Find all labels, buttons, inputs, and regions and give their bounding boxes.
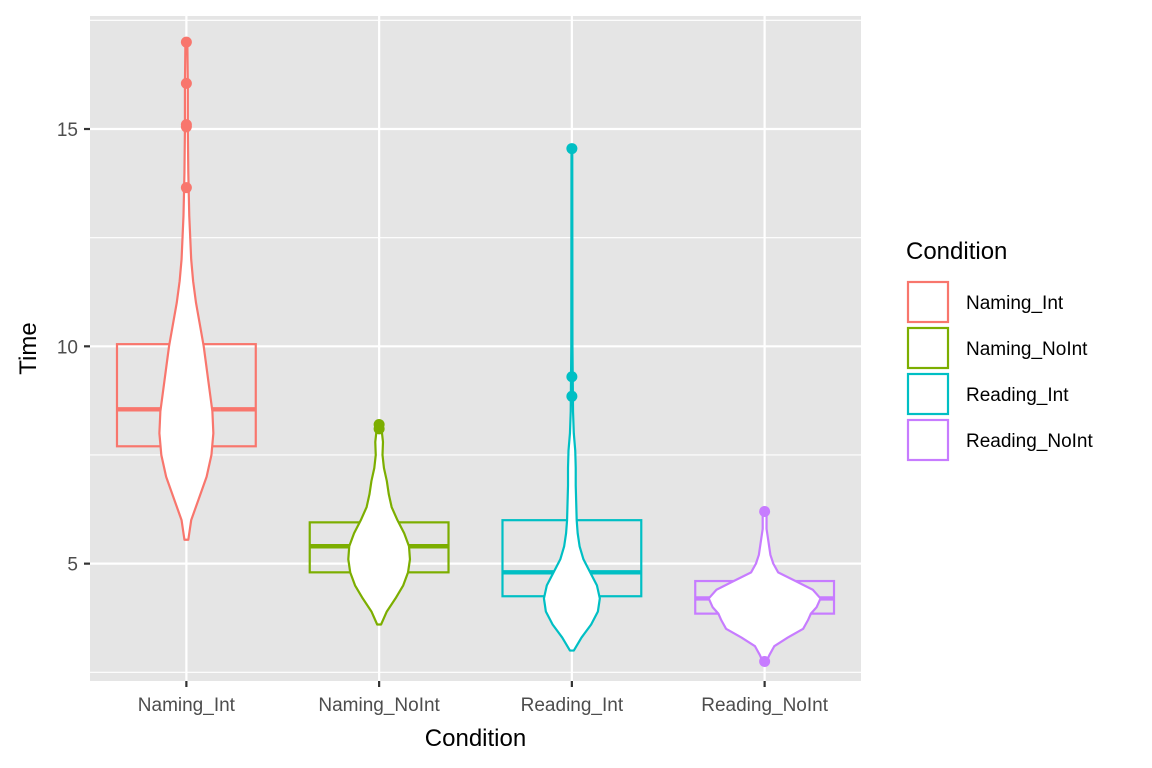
legend: Condition Naming_Int Naming_NoInt Reading_… xyxy=(905,238,1093,463)
legend-key-Reading_Int xyxy=(906,372,950,416)
legend-label: Reading_Int xyxy=(966,385,1069,406)
outlier-point-Reading_NoInt xyxy=(759,505,771,517)
legend-label: Reading_NoInt xyxy=(966,431,1093,452)
outlier-point-Reading_NoInt xyxy=(759,655,771,667)
outlier-point-Reading_Int xyxy=(566,390,578,402)
x-tick-label: Reading_Int xyxy=(521,695,624,716)
legend-key-Reading_NoInt xyxy=(906,418,950,462)
legend-key-bg xyxy=(905,279,951,325)
legend-key-bg xyxy=(905,417,951,463)
y-axis-title: Time xyxy=(15,322,42,374)
x-axis-title: Condition xyxy=(425,725,526,752)
legend-label: Naming_NoInt xyxy=(966,339,1088,360)
outlier-point-Naming_Int xyxy=(180,121,192,133)
y-tick-label: 15 xyxy=(57,120,78,141)
y-tick-label: 5 xyxy=(67,555,78,576)
x-axis: Naming_Int Naming_NoInt Reading_Int Reading… xyxy=(138,681,829,716)
outlier-point-Naming_NoInt xyxy=(373,423,385,435)
outlier-point-Reading_Int xyxy=(566,371,578,383)
outlier-layer xyxy=(180,36,771,667)
plot-panel xyxy=(90,16,861,681)
legend-key-Naming_Int xyxy=(906,280,950,324)
y-tick-label: 10 xyxy=(57,337,78,358)
grid-minor xyxy=(90,19,861,673)
x-tick-label: Naming_Int xyxy=(138,695,236,716)
outlier-point-Naming_Int xyxy=(180,77,192,89)
legend-key-Naming_NoInt xyxy=(906,326,950,370)
legend-title: Condition xyxy=(906,238,1007,265)
legend-label: Naming_Int xyxy=(966,293,1064,314)
x-tick-label: Naming_NoInt xyxy=(318,695,440,716)
y-axis: 5 10 15 xyxy=(57,120,90,576)
outlier-point-Reading_Int xyxy=(566,143,578,155)
legend-key-bg xyxy=(905,325,951,371)
x-tick-label: Reading_NoInt xyxy=(701,695,828,716)
outlier-point-Naming_Int xyxy=(180,182,192,194)
legend-key-bg xyxy=(905,371,951,417)
outlier-point-Naming_Int xyxy=(180,36,192,48)
